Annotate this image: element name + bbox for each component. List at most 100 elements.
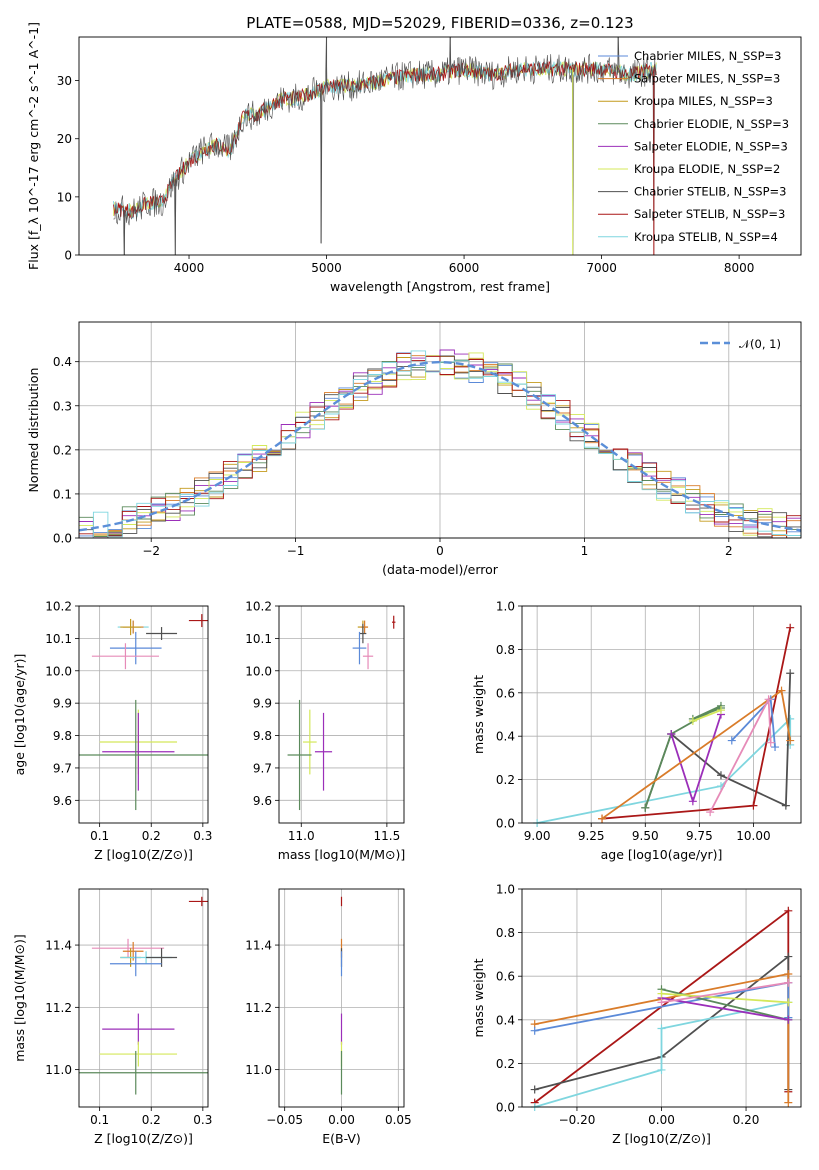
x-tick-label: 0.00 — [328, 1113, 355, 1127]
series-line-kroupa_elodie — [661, 992, 789, 1004]
y-tick-label: 1.0 — [496, 883, 515, 897]
y-tick-label: 0.2 — [496, 1057, 515, 1071]
series-marker-pink — [764, 695, 773, 704]
y-tick-label: 11.2 — [245, 1001, 272, 1015]
series-marker-kroupa_stelib — [657, 1065, 666, 1074]
x-tick-label: 9.50 — [632, 829, 659, 843]
y-tick-label: 0.4 — [53, 355, 72, 369]
x-tick-label: 9.00 — [524, 829, 551, 843]
x-tick-label: −0.05 — [266, 1113, 303, 1127]
y-tick-label: 11.4 — [245, 939, 272, 953]
x-tick-label: 0.3 — [193, 829, 212, 843]
y-tick-label: 0.6 — [496, 970, 515, 984]
x-axis-label: age [log10(age/yr)] — [601, 847, 723, 862]
x-tick-label: 0.20 — [733, 1113, 760, 1127]
y-tick-label: 0.2 — [496, 773, 515, 787]
axes-residuals: −2 −1 0 1 2 0.0 0.1 0.2 0.3 0.4 (data-model)/error… — [26, 321, 802, 577]
series-line-kroupa_elodie — [692, 709, 722, 722]
y-tick-label: 9.7 — [53, 761, 72, 775]
x-tick-label: 6000 — [449, 261, 480, 275]
y-tick-label: 11.0 — [45, 1063, 72, 1077]
y-tick-label: 9.6 — [53, 794, 72, 808]
y-tick-label: 0.2 — [53, 443, 72, 457]
y-tick-label: 11.2 — [45, 1001, 72, 1015]
axes-frame — [78, 321, 802, 539]
x-tick-label: 0.2 — [142, 1113, 161, 1127]
legend: Chabrier MILES, N_SSP=3 Salpeter MILES, N… — [598, 49, 789, 244]
x-tick-label: 0.1 — [90, 829, 109, 843]
series-marker-pink — [706, 808, 715, 817]
legend-label-chabrier_miles: Chabrier MILES, N_SSP=3 — [634, 49, 781, 63]
x-tick-label: 1 — [581, 544, 589, 558]
y-tick-label: 0.4 — [496, 1013, 515, 1027]
series-marker-salpeter_miles — [777, 686, 786, 695]
series-line-chabrier_elodie — [644, 704, 722, 809]
series-marker-chabrier_miles — [771, 743, 780, 752]
axes-frame — [278, 605, 405, 824]
y-tick-label: 1.0 — [496, 600, 515, 614]
y-axis-label: mass weight — [471, 958, 486, 1037]
legend-label-chabrier_elodie: Chabrier ELODIE, N_SSP=3 — [634, 117, 789, 131]
series-marker-kroupa_stelib — [786, 714, 795, 723]
y-tick-label: 0.8 — [496, 643, 515, 657]
series-marker-salpeter_miles — [786, 736, 795, 745]
y-tick-label: 0.6 — [496, 686, 515, 700]
y-axis-label: mass [log10(M/M⊙)] — [12, 934, 27, 1062]
y-tick-label: 11.4 — [45, 939, 72, 953]
y-axis-label: mass weight — [471, 675, 486, 754]
series-marker-kroupa_elodie — [688, 717, 697, 726]
series-marker-pink — [657, 998, 666, 1007]
y-tick-label: 11.0 — [245, 1063, 272, 1077]
x-axis-label: wavelength [Angstrom, rest frame] — [330, 279, 550, 294]
axes-mass_vs_ebv: −0.05 0.00 0.05 11.0 11.2 11.4 E(B-V) — [245, 888, 412, 1146]
axes-frame — [78, 888, 209, 1108]
x-tick-label: 4000 — [174, 261, 205, 275]
y-tick-label: 0.3 — [53, 399, 72, 413]
legend-label-gaussian: 𝒩(0, 1) — [739, 337, 781, 351]
axes-age_vs_mass: 11.0 11.5 9.6 9.7 9.8 9.9 10.0 10.1 10.2 mass [lo… — [245, 600, 405, 863]
legend-label-salpeter_stelib: Salpeter STELIB, N_SSP=3 — [634, 207, 785, 221]
y-axis-label: Flux [f_λ 10^-17 erg cm^-2 s^-1 A^-1] — [26, 22, 41, 270]
x-tick-label: 0 — [436, 544, 444, 558]
axes-frame — [521, 605, 802, 824]
x-tick-label: 2 — [725, 544, 733, 558]
y-tick-label: 10.2 — [245, 600, 272, 614]
x-tick-label: −0.20 — [559, 1113, 596, 1127]
axes-frame — [78, 36, 802, 256]
series-marker-chabrier_elodie — [641, 803, 650, 812]
y-tick-label: 9.6 — [253, 794, 272, 808]
x-tick-label: 0.05 — [385, 1113, 412, 1127]
series-marker-salpeter_miles — [784, 970, 793, 979]
axes-frame — [78, 605, 209, 824]
gaussian-curve — [79, 360, 801, 532]
legend-label-kroupa_elodie: Kroupa ELODIE, N_SSP=2 — [634, 162, 780, 176]
y-tick-label: 10.0 — [45, 664, 72, 678]
axes-mass_weight_vs_Z: −0.20 0.00 0.20 0.0 0.2 0.4 0.6 0.8 1.0 Z [log10(… — [471, 883, 802, 1146]
axes-frame — [278, 888, 405, 1108]
legend-label-salpeter_miles: Salpeter MILES, N_SSP=3 — [634, 72, 780, 86]
series-marker-chabrier_stelib — [784, 952, 793, 961]
series-marker-kroupa_elodie — [657, 989, 666, 998]
y-tick-label: 9.8 — [53, 729, 72, 743]
series-marker-salpeter_stelib — [784, 906, 793, 915]
axes-frame — [521, 888, 802, 1108]
y-tick-label: 0.1 — [53, 487, 72, 501]
y-tick-label: 30 — [57, 74, 72, 88]
x-axis-label: mass [log10(M/M⊙)] — [278, 847, 406, 862]
axes-mass_vs_Z: 0.1 0.2 0.3 11.0 11.2 11.4 Z [log10(Z/Z⊙)] mass… — [12, 888, 212, 1146]
series-marker-salpeter_elodie — [688, 797, 697, 806]
series-marker-pink — [784, 978, 793, 987]
x-tick-label: 7000 — [586, 261, 617, 275]
x-tick-label: 9.75 — [686, 829, 713, 843]
series-marker-salpeter_miles — [784, 1098, 793, 1107]
y-tick-label: 9.9 — [253, 697, 272, 711]
series-marker-pink — [766, 738, 775, 747]
x-tick-label: 0.2 — [142, 829, 161, 843]
spectrum-line-salpeter_stelib — [113, 60, 657, 219]
y-tick-label: 20 — [57, 132, 72, 146]
x-tick-label: 11.0 — [288, 829, 315, 843]
y-tick-label: 0.0 — [496, 817, 515, 831]
x-tick-label: 5000 — [311, 261, 342, 275]
axes-mass_weight_vs_age: 9.00 9.25 9.50 9.75 10.00 0.0 0.2 0.4 0.6 0.8 1.0 a… — [471, 600, 802, 862]
x-tick-label: 0.1 — [90, 1113, 109, 1127]
